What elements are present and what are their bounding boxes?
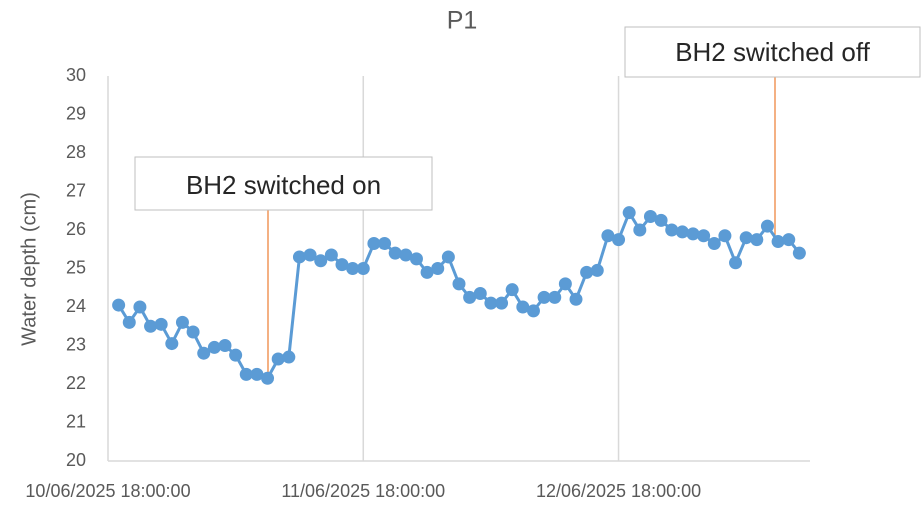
data-point [548, 290, 562, 304]
x-tick-label: 10/06/2025 18:00:00 [25, 481, 190, 501]
data-point [654, 213, 668, 227]
data-point [261, 371, 275, 385]
data-point [186, 325, 200, 339]
y-tick-label: 24 [66, 296, 86, 316]
y-tick-label: 26 [66, 219, 86, 239]
data-point [792, 246, 806, 260]
y-tick-label: 29 [66, 103, 86, 123]
data-point [675, 225, 689, 239]
data-point [367, 236, 381, 250]
data-point [229, 348, 243, 362]
y-tick-label: 21 [66, 411, 86, 431]
data-point [292, 250, 306, 264]
data-point [378, 236, 392, 250]
data-point [175, 315, 189, 329]
data-point [324, 248, 338, 262]
annotation-box [134, 156, 433, 211]
data-point [601, 229, 615, 243]
data-point [207, 340, 221, 354]
data-point [144, 319, 158, 333]
y-tick-label: 22 [66, 373, 86, 393]
data-point [133, 300, 147, 314]
data-point [409, 252, 423, 266]
data-point [643, 210, 657, 224]
data-point [112, 298, 126, 312]
data-point [335, 258, 349, 272]
data-point [197, 346, 211, 360]
y-tick-label: 23 [66, 334, 86, 354]
y-tick-label: 25 [66, 257, 86, 277]
data-point [452, 277, 466, 291]
data-point [718, 229, 732, 243]
x-tick-label: 11/06/2025 18:00:00 [281, 481, 445, 501]
data-point [314, 254, 328, 268]
y-tick-label: 30 [66, 65, 86, 85]
data-point [495, 296, 509, 310]
data-point [346, 262, 360, 275]
y-tick-label: 20 [66, 450, 86, 470]
data-point [771, 235, 785, 249]
data-point [697, 229, 711, 243]
data-point [612, 233, 626, 247]
annotation-text: BH2 switched on [186, 170, 381, 200]
y-tick-label: 27 [66, 180, 86, 200]
data-point [356, 262, 370, 275]
data-point [558, 277, 572, 291]
y-axis-label: Water depth (cm) [18, 192, 40, 346]
data-point [505, 283, 519, 297]
data-point [590, 263, 604, 277]
data-point [633, 223, 647, 237]
chart-title: P1 [447, 7, 478, 35]
data-point [303, 248, 317, 262]
data-point [580, 265, 594, 279]
data-point [707, 236, 721, 250]
data-point [686, 227, 700, 241]
data-point [154, 317, 168, 331]
data-point [569, 292, 583, 306]
data-point [782, 233, 796, 247]
data-point [473, 287, 487, 301]
data-point [665, 223, 679, 237]
data-point [729, 256, 743, 270]
data-point [760, 219, 774, 233]
annotation-box [624, 26, 921, 78]
data-point [282, 350, 296, 364]
data-point [250, 367, 264, 381]
data-point [537, 290, 551, 304]
data-point [739, 231, 753, 245]
data-point [622, 206, 636, 220]
data-point [420, 265, 434, 279]
data-point [122, 315, 136, 329]
data-point [484, 296, 498, 310]
data-point [463, 290, 477, 304]
y-tick-label: 28 [66, 142, 86, 162]
x-tick-label: 12/06/2025 18:00:00 [536, 481, 701, 501]
annotation-text: BH2 switched off [675, 37, 870, 67]
data-point [399, 248, 413, 262]
data-point [218, 339, 232, 352]
data-point [441, 250, 455, 264]
data-point [516, 300, 530, 314]
data-point [165, 337, 179, 351]
data-point [431, 262, 445, 275]
data-point [239, 367, 253, 381]
data-point [750, 233, 764, 247]
data-point [271, 352, 285, 366]
data-point [388, 246, 402, 260]
data-point [526, 304, 540, 318]
